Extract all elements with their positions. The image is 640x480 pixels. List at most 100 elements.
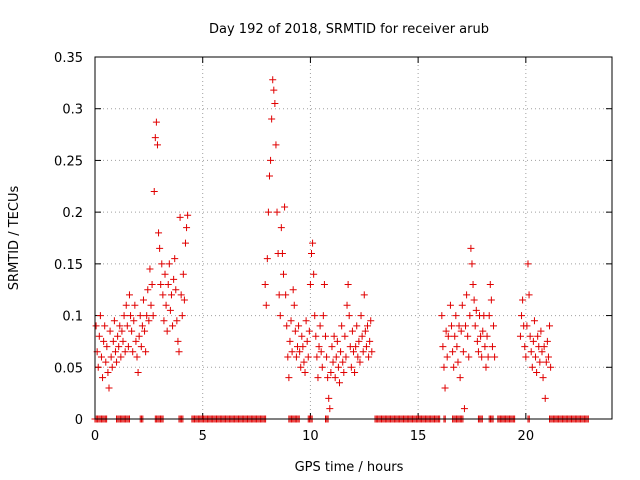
data-point [331, 374, 339, 382]
data-point [149, 312, 157, 320]
data-point [263, 255, 271, 263]
data-point [292, 353, 300, 361]
data-point [148, 281, 156, 289]
data-point [469, 281, 477, 289]
data-point [94, 363, 102, 371]
data-point [352, 343, 360, 351]
data-point [162, 301, 170, 309]
data-point [487, 296, 495, 304]
data-point [261, 281, 269, 289]
data-point [106, 327, 114, 335]
data-point [157, 281, 165, 289]
data-point [129, 348, 137, 356]
data-point [438, 312, 446, 320]
data-point [151, 134, 159, 142]
data-point [536, 358, 544, 366]
data-point [543, 337, 551, 345]
data-point [119, 337, 127, 345]
data-point [463, 291, 471, 299]
x-tick-label: 15 [410, 429, 427, 444]
data-point [105, 384, 113, 392]
data-point [456, 374, 464, 382]
y-tick-label: 0.1 [62, 310, 83, 325]
grid-lines [95, 57, 612, 419]
data-point [287, 317, 295, 325]
data-point [365, 353, 373, 361]
data-point [443, 353, 451, 361]
data-point [455, 322, 463, 330]
data-point [96, 312, 104, 320]
y-tick-label: 0.25 [54, 154, 83, 169]
data-point [268, 115, 276, 123]
x-tick-label: 10 [302, 429, 319, 444]
data-point [332, 353, 340, 361]
data-point [518, 312, 526, 320]
data-point [541, 394, 549, 402]
data-point [525, 291, 533, 299]
data-point [139, 296, 147, 304]
data-point [284, 353, 292, 361]
data-point [281, 203, 289, 211]
y-axis-label: SRMTID / TECUs [7, 186, 22, 291]
data-point [454, 358, 462, 366]
data-point [155, 229, 163, 237]
data-point [442, 327, 450, 335]
data-point [171, 255, 179, 263]
data-point [329, 358, 337, 366]
data-point [114, 332, 122, 340]
data-point [311, 312, 319, 320]
data-point [367, 317, 375, 325]
data-point [298, 332, 306, 340]
data-point [529, 337, 537, 345]
data-point [161, 270, 169, 278]
x-tick-label: 0 [91, 429, 99, 444]
data-point [453, 343, 461, 351]
data-point [368, 348, 376, 356]
data-point [137, 343, 145, 351]
data-point [537, 327, 545, 335]
data-point [158, 260, 166, 268]
data-point [267, 156, 275, 164]
data-point [533, 368, 541, 376]
data-point [111, 348, 119, 356]
x-tick-label: 5 [199, 429, 207, 444]
data-point [145, 317, 153, 325]
data-point [338, 322, 346, 330]
data-point [472, 306, 480, 314]
data-point [342, 353, 350, 361]
data-point [301, 368, 309, 376]
data-point [283, 322, 291, 330]
data-point [146, 265, 154, 273]
data-point [184, 211, 192, 219]
data-point [348, 327, 356, 335]
data-point [295, 322, 303, 330]
data-point [355, 337, 363, 345]
data-point [99, 374, 107, 382]
data-point [328, 343, 336, 351]
data-point [276, 312, 284, 320]
data-point [526, 332, 534, 340]
data-point [468, 260, 476, 268]
data-point [159, 291, 167, 299]
data-point [451, 332, 459, 340]
data-point [527, 348, 535, 356]
data-point [290, 301, 298, 309]
data-point [125, 291, 133, 299]
data-point [133, 353, 141, 361]
data-point [330, 332, 338, 340]
data-point [124, 343, 132, 351]
data-point [289, 286, 297, 294]
data-point [478, 353, 486, 361]
data-point [528, 363, 536, 371]
data-point [448, 322, 456, 330]
data-point [102, 358, 110, 366]
data-point [130, 317, 138, 325]
data-point [142, 348, 150, 356]
y-tick-label: 0.15 [54, 258, 83, 273]
data-point [144, 286, 152, 294]
data-point [101, 322, 109, 330]
data-point [473, 337, 481, 345]
data-point [321, 332, 329, 340]
data-point [343, 301, 351, 309]
data-point [359, 348, 367, 356]
